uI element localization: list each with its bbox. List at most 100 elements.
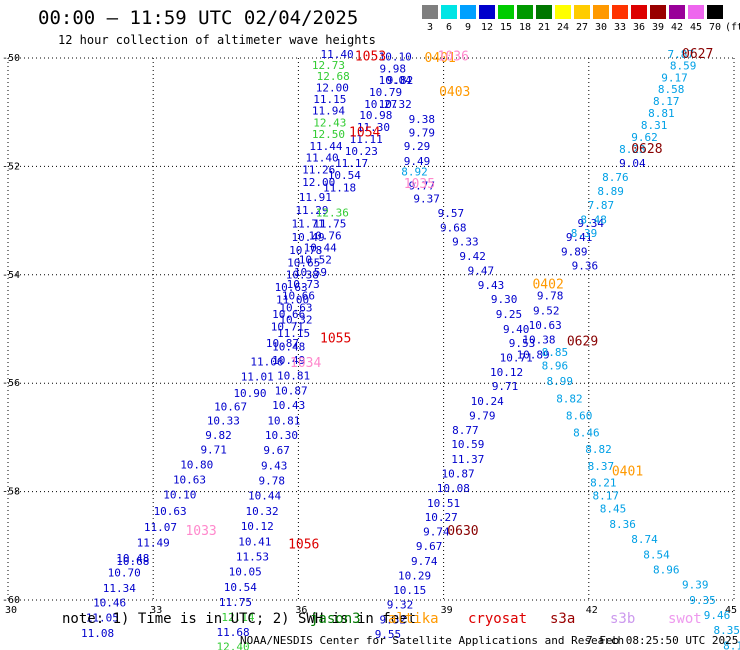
pass-label: 0628 [631, 142, 662, 157]
wave-height-value: 10.38 [522, 334, 555, 347]
colorbar-label-21: 21 [537, 22, 551, 33]
wave-height-value: 11.71 [292, 218, 325, 231]
wave-height-value: 8.37 [588, 460, 615, 473]
pass-label: 0402 [532, 277, 563, 292]
wave-height-value: 8.96 [653, 563, 680, 576]
colorbar-unit: (ft) [725, 22, 740, 33]
wave-height-value: 10.87 [266, 337, 299, 350]
colorbar-swatch-70 [707, 5, 723, 19]
generated-timestamp: 7 Feb 08:25:50 UTC 2025 [586, 634, 739, 647]
wave-height-value: 9.47 [468, 264, 495, 277]
wave-height-value: 9.49 [404, 155, 431, 168]
axis-ticks: 30 33 36 39 42 45 -50 -52 -54 -56 -58 -60 [2, 53, 737, 616]
legend-item-s3a: s3a [550, 611, 576, 627]
wave-height-value: 11.68 [216, 626, 249, 639]
wave-height-value: 10.71 [500, 352, 533, 365]
wave-height-value: 10.87 [275, 385, 308, 398]
colorbar-swatch-6 [441, 5, 457, 19]
legend-item-swot: swot [668, 611, 702, 627]
pass-label: 1056 [288, 538, 319, 553]
y-tick-label: -52 [2, 161, 20, 172]
pass-label: 1055 [320, 332, 351, 347]
x-tick-label: 33 [150, 605, 162, 616]
colorbar-label-18: 18 [518, 22, 532, 33]
colorbar-label-33: 33 [613, 22, 627, 33]
colorbar-swatch-15 [498, 5, 514, 19]
wave-height-value: 8.35 [713, 624, 740, 637]
wave-height-value: 10.98 [359, 109, 392, 122]
wave-height-value: 11.44 [309, 140, 342, 153]
colorbar-label-6: 6 [445, 22, 453, 33]
wave-height-value: 10.89 [517, 348, 550, 361]
wave-height-value: 10.68 [116, 555, 149, 568]
colorbar-label-36: 36 [632, 22, 646, 33]
colorbar-label-42: 42 [670, 22, 684, 33]
wave-height-value: 9.62 [631, 131, 658, 144]
wave-height-value: 10.54 [328, 169, 361, 182]
wave-height-value: 10.52 [299, 253, 332, 266]
wave-height-value: 11.08 [81, 627, 114, 640]
wave-height-value: 11.30 [357, 121, 390, 134]
x-tick-label: 45 [725, 605, 737, 616]
colorbar-label-12: 12 [480, 22, 494, 33]
wave-height-value: 10.23 [345, 145, 378, 158]
wave-height-value: 10.80 [180, 458, 213, 471]
wave-height-value: 11.40 [321, 48, 354, 61]
credit-text: NOAA/NESDIS Center for Satellite Applica… [240, 634, 625, 647]
wave-height-value: 9.79 [409, 127, 436, 140]
colorbar-swatch-45 [688, 5, 704, 19]
wave-height-value: 9.52 [533, 304, 560, 317]
y-tick-label: -58 [2, 487, 20, 498]
wave-height-value: 10.65 [287, 257, 320, 270]
wave-height-value: 12.36 [316, 206, 349, 219]
page-subtitle: 12 hour collection of altimeter wave hei… [58, 33, 376, 47]
wave-height-value: 8.17 [592, 490, 619, 503]
wave-height-value: 10.38 [286, 269, 319, 282]
wave-height-value: 8.48 [580, 213, 607, 226]
y-tick-label: -60 [2, 595, 20, 606]
wave-height-value: 11.75 [219, 596, 252, 609]
grid-layer [7, 57, 735, 601]
wave-height-value: 9.38 [409, 113, 436, 126]
wave-height-value: 11.26 [302, 163, 335, 176]
wave-height-value: 8.18 [723, 639, 740, 650]
pass-label: 1034 [290, 356, 321, 371]
wave-height-value: 10.24 [471, 395, 504, 408]
wave-height-value: 8.85 [542, 346, 569, 359]
wave-height-value: 9.46 [704, 609, 731, 622]
wave-height-value: 12.14 [221, 611, 254, 624]
wave-height-value: 10.05 [229, 566, 262, 579]
wave-height-value: 11.18 [323, 181, 356, 194]
wave-height-value: 10.63 [275, 281, 308, 294]
page-title: 00:00 — 11:59 UTC 02/04/2025 [38, 7, 359, 29]
pass-label: 0629 [567, 334, 598, 349]
wave-height-value: 10.71 [271, 321, 304, 334]
wave-height-value: 12.40 [216, 640, 249, 650]
wave-height-value: 9.82 [205, 429, 232, 442]
wave-height-value: 8.89 [597, 185, 624, 198]
colorbar-label-39: 39 [651, 22, 665, 33]
colorbar-swatch-12 [479, 5, 495, 19]
wave-height-value: 9.33 [452, 236, 479, 249]
colorbar-label-45: 45 [689, 22, 703, 33]
wave-height-value: 10.90 [233, 387, 266, 400]
wave-height-value: 9.04 [619, 157, 646, 170]
wave-height-value: 11.91 [299, 191, 332, 204]
pass-label: 1053 [355, 50, 386, 65]
wave-height-value: 10.76 [308, 230, 341, 243]
wave-height-value: 11.53 [236, 550, 269, 563]
colorbar-swatch-39 [650, 5, 666, 19]
wave-height-value: 8.81 [648, 107, 675, 120]
wave-height-value: 8.17 [653, 95, 680, 108]
colorbar-swatch-27 [574, 5, 590, 19]
x-tick-label: 30 [5, 605, 17, 616]
wave-height-value: 9.40 [503, 323, 530, 336]
colorbar-swatch-3 [422, 5, 438, 19]
wave-height-value: 10.78 [289, 244, 322, 257]
colorbar-label-3: 3 [426, 22, 434, 33]
wave-height-value: 9.25 [496, 308, 523, 321]
wave-height-value: 10.67 [214, 400, 247, 413]
wave-height-value: 11.29 [295, 204, 328, 217]
legend-item-s3b: s3b [610, 611, 636, 627]
wave-height-value: 12.43 [313, 116, 346, 129]
